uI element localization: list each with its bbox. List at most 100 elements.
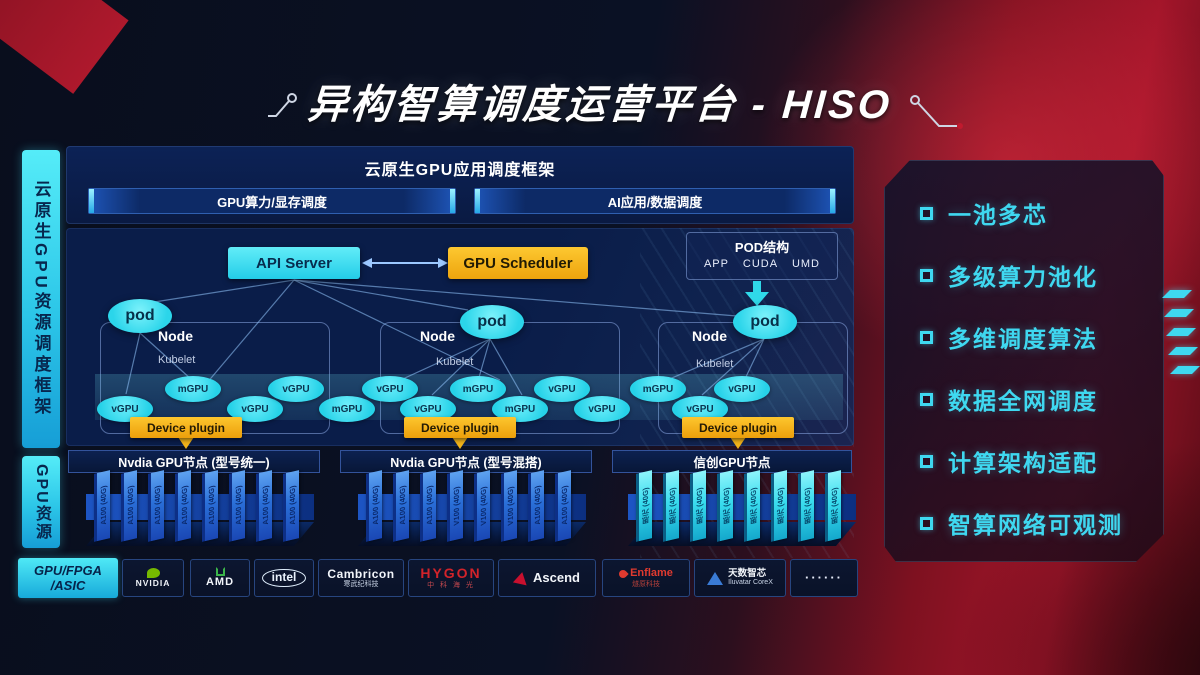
square-bullet-icon: [920, 207, 933, 220]
pod-ellipse-2: pod: [460, 305, 524, 339]
gpu-card-label: A100 (40G): [207, 485, 216, 527]
node-label-2: Node: [420, 328, 455, 344]
square-bullet-icon: [920, 517, 933, 530]
hazard-stripe-icon: [1164, 309, 1194, 317]
node-footer-1: Nvdia GPU节点 (型号统一): [68, 450, 320, 473]
gpu-card-label: 思元 (40G): [803, 486, 812, 525]
iluvatar-label: 天数智芯: [728, 568, 767, 580]
page-title: 异构智算调度运营平台 - HISO: [306, 83, 894, 127]
gpu-card-label: A100 (40G): [234, 485, 243, 527]
gpu-card: A100 (40G): [366, 470, 382, 542]
iluvatar-logo: 天数智芯 Iluvatar CoreX: [694, 559, 786, 597]
highlight-item: 一池多芯: [920, 182, 1164, 244]
cambricon-logo: Cambricon 寒武纪科技: [318, 559, 404, 597]
highlight-item: 智算网络可观测: [920, 492, 1164, 554]
iluvatar-triangle-icon: [707, 571, 724, 585]
sidebar-gpu-resource-label: GPU资源: [33, 463, 50, 541]
gpu-card: A100 (40G): [229, 470, 245, 542]
cambricon-sublabel: 寒武纪科技: [343, 581, 379, 589]
pod-struct-box: POD结构 APP CUDA UMD: [686, 232, 838, 280]
ai-app-data-bar: AI应用/数据调度: [474, 188, 836, 214]
gpu-card-label: A100 (40G): [371, 485, 380, 527]
title-block: 异构智算调度运营平台 - HISO: [0, 72, 1200, 130]
kubelet-label-2: Kubelet: [436, 356, 474, 368]
highlight-label: 计算架构适配: [948, 450, 1098, 476]
node-label-3: Node: [692, 328, 727, 344]
hardware-line2: /ASIC: [50, 578, 86, 593]
square-bullet-icon: [920, 331, 933, 344]
gpu-card: V100 (40G): [447, 470, 463, 542]
gpu-card-label: A100 (40G): [288, 485, 297, 527]
device-plugin-1: Device plugin: [130, 417, 242, 438]
gpu-card: A100 (40G): [94, 470, 110, 542]
nvidia-eye-icon: [146, 568, 160, 579]
gpu-card: V100 (40G): [501, 470, 517, 542]
gpu-card: A100 (40G): [202, 470, 218, 542]
mgpu-ellipse: mGPU: [450, 376, 506, 402]
kubelet-label-1: Kubelet: [158, 354, 196, 366]
highlight-item: 数据全网调度: [920, 368, 1164, 430]
node-label-1: Node: [158, 328, 193, 344]
ascend-logo: Ascend: [498, 559, 596, 597]
sidebar-framework-label: 云原生GPU资源调度框架: [31, 180, 51, 418]
gpu-card: 思元 (40G): [717, 470, 733, 542]
amd-logo: AMD: [190, 559, 250, 597]
gpu-card-label: V100 (40G): [506, 485, 515, 527]
gpu-card: 思元 (40G): [636, 470, 652, 542]
vgpu-ellipse: vGPU: [268, 376, 324, 402]
gpu-card-label: V100 (40G): [479, 485, 488, 527]
kubelet-label-3: Kubelet: [696, 358, 734, 370]
ascend-triangle-icon: [512, 570, 530, 586]
gpu-card: 思元 (40G): [663, 470, 679, 542]
gpu-card-label: A100 (40G): [398, 485, 407, 527]
gpu-card: A100 (40G): [121, 470, 137, 542]
mgpu-ellipse: mGPU: [630, 376, 686, 402]
hazard-stripe-icon: [1162, 290, 1192, 298]
gpu-card-label: 思元 (40G): [749, 486, 758, 525]
more-vendors-box: ······: [790, 559, 858, 597]
gpu-card-label: A100 (40G): [153, 485, 162, 527]
hygon-logo: HYGON 中 科 海 光: [408, 559, 494, 597]
gpu-card-label: A100 (40G): [425, 485, 434, 527]
vgpu-ellipse: vGPU: [97, 396, 153, 422]
node-footer-2: Nvdia GPU节点 (型号混搭): [340, 450, 592, 473]
gpu-card: A100 (40G): [393, 470, 409, 542]
mgpu-ellipse: mGPU: [319, 396, 375, 422]
vgpu-ellipse: vGPU: [574, 396, 630, 422]
pod-ellipse-3: pod: [733, 305, 797, 339]
gpu-compute-memory-bar: GPU算力/显存调度: [88, 188, 456, 214]
sidebar-gpu-resource-bar: GPU资源: [22, 456, 60, 548]
highlights-list: 一池多芯 多级算力池化 多维调度算法 数据全网调度 计算架构适配 智算网络可观测: [920, 182, 1164, 554]
pod-ellipse-1: pod: [108, 299, 172, 333]
gpu-card: V100 (40G): [474, 470, 490, 542]
amd-label: AMD: [205, 576, 235, 589]
gpu-card-label: 思元 (40G): [668, 486, 677, 525]
gpu-card-label: 思元 (40G): [776, 486, 785, 525]
hardware-line1: GPU/FPGA: [34, 563, 102, 578]
hardware-type-box: GPU/FPGA /ASIC: [18, 558, 118, 598]
sidebar-framework-bar: 云原生GPU资源调度框架: [22, 150, 60, 448]
gpu-card-label: 思元 (40G): [695, 486, 704, 525]
nvidia-label: NVIDIA: [135, 578, 171, 589]
gpu-card: A100 (40G): [528, 470, 544, 542]
gpu-card: A100 (40G): [256, 470, 272, 542]
amd-square-icon: [215, 567, 225, 577]
gpu-scheduler-box: GPU Scheduler: [448, 247, 588, 279]
gpu-card-stack-1: A100 (40G) A100 (40G) A100 (40G) A100 (40G)…: [86, 470, 314, 558]
iluvatar-sublabel: Iluvatar CoreX: [728, 579, 773, 587]
gpu-card-label: 思元 (40G): [641, 486, 650, 525]
device-plugin-2: Device plugin: [404, 417, 516, 438]
intel-logo: intel: [254, 559, 314, 597]
highlight-item: 多级算力池化: [920, 244, 1164, 306]
highlights-panel: 一池多芯 多级算力池化 多维调度算法 数据全网调度 计算架构适配 智算网络可观测: [884, 160, 1164, 562]
gpu-card-label: A100 (40G): [99, 485, 108, 527]
highlight-label: 一池多芯: [948, 202, 1048, 228]
pod-struct-item: APP: [703, 258, 729, 270]
hazard-stripe-icon: [1168, 347, 1198, 355]
highlight-label: 数据全网调度: [948, 388, 1098, 414]
enflame-sublabel: 燧原科技: [632, 580, 660, 588]
hazard-stripe-icon: [1166, 328, 1196, 336]
nvidia-logo: NVIDIA: [122, 559, 184, 597]
gpu-card: 思元 (40G): [825, 470, 841, 542]
